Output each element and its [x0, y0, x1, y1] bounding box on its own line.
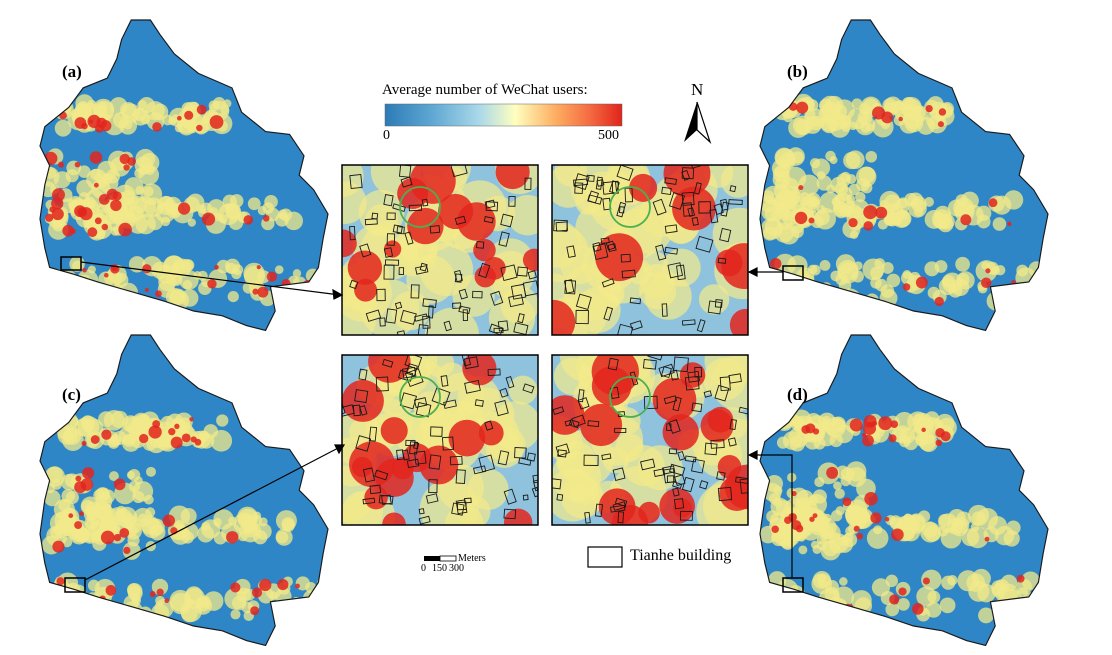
scale-tick-0: 0	[421, 563, 426, 574]
map-a	[40, 20, 328, 331]
zoom-inset-c	[342, 355, 538, 525]
legend-max-label: 500	[598, 128, 619, 143]
north-arrow-icon	[684, 101, 712, 144]
zoom-inset-c-frame	[341, 354, 539, 526]
legend-colorbar	[384, 103, 623, 127]
scale-tick-150: 150	[432, 563, 447, 574]
connector-d	[752, 454, 793, 578]
legend-min-label: 0	[383, 128, 390, 143]
connector-c	[84, 445, 343, 581]
scale-unit: Meters	[458, 553, 486, 564]
panel-label-a: (a)	[62, 62, 82, 81]
connector-c-head	[334, 444, 346, 455]
zoom-inset-a	[342, 165, 538, 335]
zoom-inset-a-frame	[341, 164, 539, 336]
zoom-inset-d-frame	[551, 354, 749, 526]
connector-a	[80, 261, 341, 296]
panel-label-d: (d)	[787, 385, 808, 404]
scale-bar-icon	[424, 555, 457, 562]
map-d	[760, 335, 1048, 646]
legend-title: Average number of WeChat users:	[382, 82, 588, 98]
locator-box-c	[64, 577, 86, 593]
building-legend-swatch	[587, 546, 623, 568]
building-legend-label: Tianhe building	[630, 547, 732, 564]
connector-a-head	[332, 288, 344, 300]
locator-box-a	[60, 256, 82, 271]
locator-box-b	[782, 265, 804, 281]
zoom-inset-b-frame	[551, 164, 749, 336]
north-label: N	[691, 80, 704, 99]
connector-b-head	[747, 267, 758, 277]
connector-arrows	[80, 261, 793, 581]
zoom-inset-b	[552, 165, 748, 335]
panel-label-c: (c)	[62, 385, 81, 404]
scale-tick-300: 300	[449, 563, 464, 574]
connector-d-head	[747, 450, 758, 460]
zoom-inset-d	[552, 355, 748, 525]
panel-label-b: (b)	[787, 62, 808, 81]
locator-box-d	[782, 577, 804, 593]
